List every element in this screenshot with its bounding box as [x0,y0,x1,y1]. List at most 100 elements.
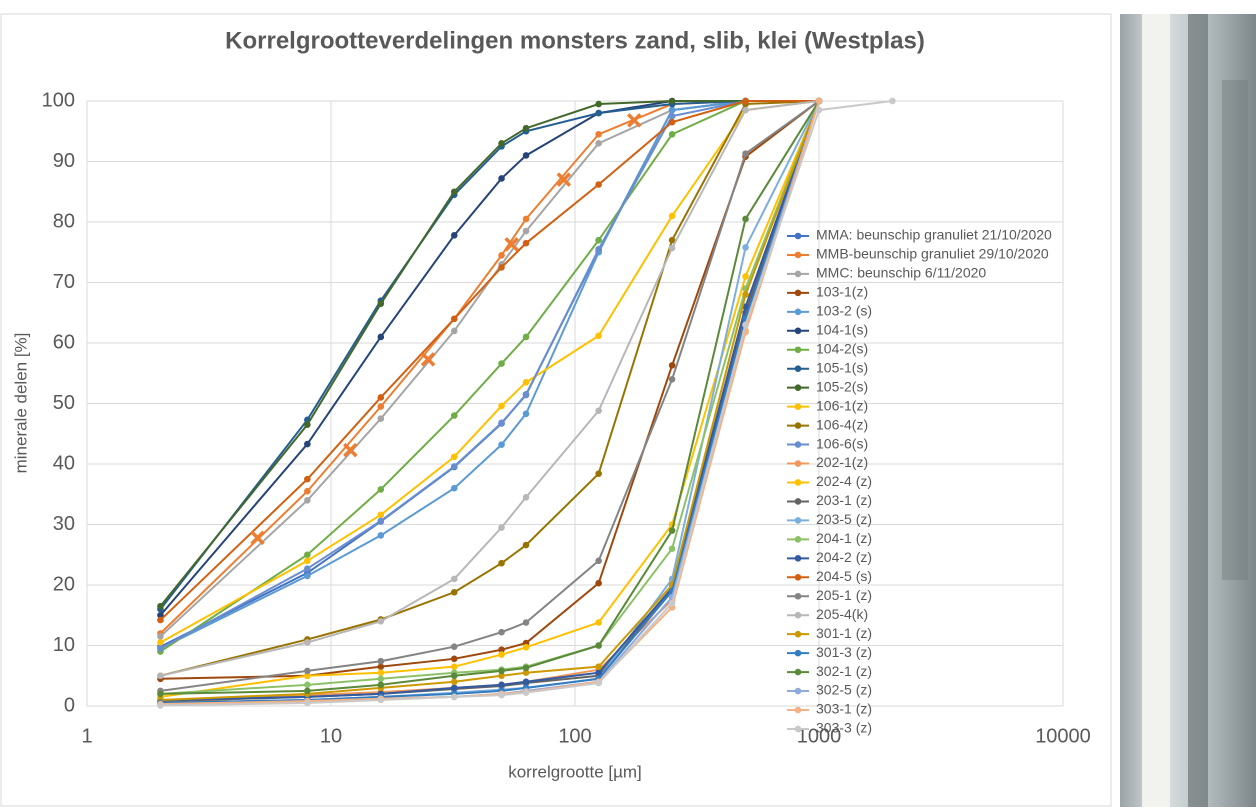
point [451,485,458,492]
point [498,420,505,427]
point [595,407,602,414]
point [451,188,458,195]
page: {"chart_data": {"type": "line", "title":… [0,0,1256,807]
legend-marker [795,707,802,714]
point [889,98,896,105]
point [523,216,530,223]
point [304,682,311,689]
legend-marker [795,252,802,259]
point [498,264,505,271]
point [157,691,164,698]
point [378,518,385,525]
y-tick-label: 20 [53,573,75,595]
point [451,643,458,650]
point [451,663,458,670]
soil-streak [1222,80,1248,580]
point [742,98,749,105]
point [523,379,530,386]
point [304,565,311,572]
chart-title: Korrelgrootteverdelingen monsters zand, … [225,27,925,54]
y-axis-title: minerale delen [%] [11,333,30,474]
point [451,576,458,583]
point [498,651,505,658]
point [304,639,311,646]
y-tick-label: 10 [53,634,75,656]
point [451,672,458,679]
point [451,679,458,686]
point [669,213,676,220]
point [523,228,530,235]
point [595,470,602,477]
point [304,488,311,495]
point [523,644,530,651]
y-tick-label: 100 [42,89,75,111]
legend-label: MMB-beunschip granuliet 29/10/2020 [816,246,1049,262]
point [523,334,530,341]
legend-label: 205-1 (z) [816,587,872,603]
legend-marker [795,441,802,448]
point [742,322,749,329]
x-tick-label: 10000 [1035,725,1091,747]
legend-label: 204-2 (z) [816,549,872,565]
point [498,403,505,410]
legend-marker [795,290,802,297]
legend-marker [795,726,802,733]
legend-marker [795,631,802,638]
point [742,273,749,280]
point [523,494,530,501]
point [669,545,676,552]
point [523,679,530,686]
legend-marker [795,271,802,278]
legend-marker [795,422,802,429]
point [523,392,530,399]
point [304,558,311,565]
legend-label: MMA: beunschip granuliet 21/10/2020 [816,227,1052,243]
point [595,558,602,565]
y-tick-label: 60 [53,331,75,353]
point [595,181,602,188]
point [451,463,458,470]
legend-marker [795,346,802,353]
legend-label: 104-2(s) [816,340,868,356]
point [157,672,164,679]
point [157,617,164,624]
point [669,600,676,607]
point [498,524,505,531]
legend-marker [795,650,802,657]
point [378,403,385,410]
legend-marker [795,536,802,543]
legend-label: 204-1 (z) [816,530,872,546]
chart: Korrelgrootteverdelingen monsters zand, … [0,0,1256,807]
point [378,682,385,689]
point [498,629,505,636]
x-tick-label: 100 [558,725,591,747]
point [595,110,602,117]
point [669,98,676,105]
point [669,527,676,534]
legend-label: 103-1(z) [816,284,868,300]
point [595,246,602,253]
point [378,658,385,665]
point [378,697,385,704]
point [669,113,676,120]
legend-label: 302-1 (z) [816,663,872,679]
x-tick-label: 1 [81,725,92,747]
point [523,125,530,132]
point [669,131,676,138]
point [451,694,458,701]
point [595,101,602,108]
point [669,362,676,369]
point [304,497,311,504]
legend-marker [795,574,802,581]
point [378,415,385,422]
point [157,702,164,709]
legend-label: 204-5 (s) [816,568,872,584]
point [595,680,602,687]
x-tick-label: 10 [320,725,342,747]
point [595,140,602,147]
legend-label: 105-1(s) [816,359,868,375]
y-tick-label: 70 [53,271,75,293]
point [451,453,458,460]
point [595,580,602,587]
point [498,360,505,367]
